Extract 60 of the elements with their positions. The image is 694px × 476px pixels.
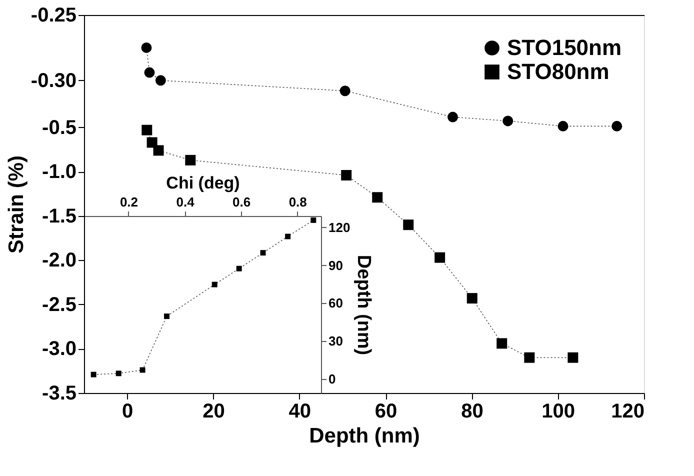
y-tick-label: 0 — [328, 372, 336, 387]
x-tick-label: 120 — [611, 400, 644, 422]
point — [155, 75, 166, 86]
legend-label: STO80nm — [507, 59, 610, 84]
point — [403, 220, 414, 230]
point — [153, 145, 164, 156]
y-tick-label: -0.30 — [30, 70, 76, 92]
point — [434, 252, 446, 263]
point — [496, 338, 508, 349]
point — [502, 116, 514, 126]
y-axis-title: Depth (nm) — [353, 254, 374, 356]
y-tick-label: 120 — [328, 220, 350, 235]
x-tick-label: 0.8 — [288, 194, 307, 210]
y2-tick-label: -3.0 — [42, 338, 76, 360]
point — [144, 67, 155, 78]
x-tick-label: 100 — [542, 400, 576, 422]
legend-label: STO150nm — [507, 35, 622, 60]
point — [140, 367, 146, 373]
y2-tick-label: -1.5 — [42, 205, 76, 228]
point — [612, 120, 622, 132]
point — [558, 120, 568, 132]
point — [341, 170, 352, 180]
y2-tick-label: -0.5 — [42, 116, 76, 139]
point — [141, 42, 152, 53]
point — [212, 282, 218, 288]
point — [340, 86, 350, 96]
x-tick-label: 0.6 — [232, 194, 251, 210]
y2-tick-label: -2.5 — [42, 294, 76, 316]
y-tick-label: 30 — [328, 334, 343, 349]
point — [236, 266, 242, 272]
y-tick-label: 60 — [328, 296, 343, 311]
x-tick-label: 80 — [461, 400, 484, 422]
y2-tick-label: -3.5 — [42, 382, 76, 404]
point — [164, 314, 170, 319]
point — [524, 352, 535, 363]
y2-tick-label: -2.0 — [42, 250, 76, 272]
point — [568, 352, 578, 363]
x-axis-title: Chi (deg) — [166, 174, 240, 192]
point — [116, 370, 122, 376]
x-tick-label: 0.4 — [176, 194, 196, 210]
point — [260, 250, 266, 256]
point — [372, 192, 383, 203]
point — [310, 217, 316, 223]
y-tick-label: 90 — [328, 258, 343, 273]
y-tick-label: -0.25 — [30, 4, 76, 26]
y2-tick-label: -1.0 — [42, 161, 76, 184]
x-tick-label: 20 — [202, 400, 225, 422]
point — [90, 372, 96, 378]
point — [447, 112, 458, 122]
x-tick-label: 0 — [122, 400, 134, 422]
point — [466, 293, 478, 304]
x-tick-label: 60 — [374, 400, 398, 422]
point — [142, 124, 152, 136]
point — [285, 234, 291, 240]
x-axis-title: Depth (nm) — [309, 424, 420, 448]
point — [146, 137, 158, 148]
y-axis-title: Strain (%) — [4, 155, 28, 254]
x-tick-label: 40 — [288, 400, 312, 422]
x-tick-label: 0.2 — [120, 194, 138, 210]
point — [185, 154, 196, 166]
